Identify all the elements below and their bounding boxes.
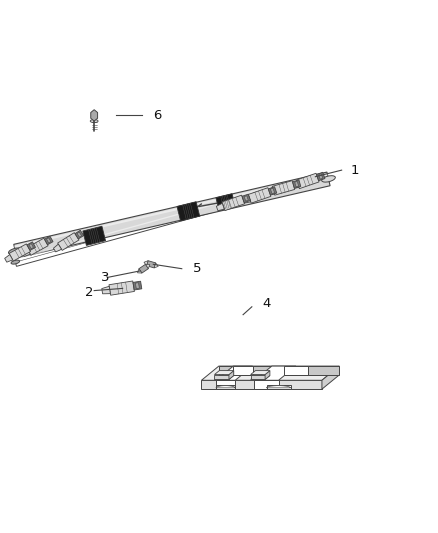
Polygon shape bbox=[215, 370, 234, 375]
Polygon shape bbox=[133, 281, 142, 290]
Polygon shape bbox=[216, 366, 253, 380]
Polygon shape bbox=[14, 193, 254, 260]
Polygon shape bbox=[219, 366, 339, 375]
Polygon shape bbox=[317, 172, 325, 181]
Text: 4: 4 bbox=[263, 297, 271, 310]
Polygon shape bbox=[138, 269, 142, 273]
Polygon shape bbox=[248, 188, 271, 203]
Polygon shape bbox=[319, 174, 323, 179]
Polygon shape bbox=[215, 375, 229, 379]
Polygon shape bbox=[14, 173, 328, 248]
Polygon shape bbox=[91, 110, 98, 121]
Polygon shape bbox=[135, 282, 139, 288]
Polygon shape bbox=[272, 181, 295, 195]
Polygon shape bbox=[75, 230, 84, 239]
Polygon shape bbox=[215, 376, 234, 379]
Polygon shape bbox=[243, 196, 251, 203]
Text: 5: 5 bbox=[193, 262, 201, 275]
Polygon shape bbox=[144, 261, 148, 266]
Polygon shape bbox=[271, 188, 275, 193]
Polygon shape bbox=[201, 380, 322, 389]
Polygon shape bbox=[233, 366, 253, 375]
Polygon shape bbox=[222, 195, 244, 211]
Polygon shape bbox=[77, 232, 81, 237]
Polygon shape bbox=[229, 370, 234, 379]
Polygon shape bbox=[242, 194, 251, 203]
Text: 1: 1 bbox=[350, 164, 359, 176]
Polygon shape bbox=[297, 173, 319, 189]
Polygon shape bbox=[251, 375, 265, 379]
Polygon shape bbox=[266, 386, 291, 388]
Polygon shape bbox=[9, 244, 31, 261]
Polygon shape bbox=[45, 236, 53, 245]
Polygon shape bbox=[139, 264, 148, 273]
Polygon shape bbox=[177, 201, 200, 221]
Polygon shape bbox=[254, 366, 296, 380]
Polygon shape bbox=[293, 180, 301, 188]
Polygon shape bbox=[284, 366, 308, 375]
Polygon shape bbox=[145, 264, 150, 269]
Text: 6: 6 bbox=[153, 109, 162, 122]
Polygon shape bbox=[291, 181, 299, 189]
Polygon shape bbox=[251, 370, 270, 375]
Polygon shape bbox=[251, 376, 270, 379]
Polygon shape bbox=[83, 226, 106, 246]
Polygon shape bbox=[216, 193, 235, 211]
Polygon shape bbox=[102, 286, 110, 294]
Polygon shape bbox=[5, 255, 13, 262]
Polygon shape bbox=[154, 263, 158, 268]
Polygon shape bbox=[22, 249, 30, 256]
Polygon shape bbox=[58, 232, 79, 251]
Text: 3: 3 bbox=[101, 271, 109, 284]
Polygon shape bbox=[266, 188, 274, 195]
Polygon shape bbox=[29, 244, 33, 249]
Polygon shape bbox=[27, 238, 48, 255]
Polygon shape bbox=[268, 187, 277, 195]
Polygon shape bbox=[14, 172, 330, 258]
Polygon shape bbox=[109, 281, 134, 295]
Polygon shape bbox=[46, 238, 51, 243]
Polygon shape bbox=[265, 370, 270, 379]
Ellipse shape bbox=[90, 119, 98, 123]
Polygon shape bbox=[14, 192, 255, 266]
Ellipse shape bbox=[251, 192, 261, 199]
Text: 2: 2 bbox=[85, 286, 94, 300]
Polygon shape bbox=[216, 380, 235, 389]
Polygon shape bbox=[201, 366, 339, 380]
Polygon shape bbox=[216, 385, 235, 389]
Polygon shape bbox=[216, 203, 224, 211]
Ellipse shape bbox=[11, 260, 20, 264]
Polygon shape bbox=[254, 380, 279, 389]
Polygon shape bbox=[244, 196, 248, 201]
Polygon shape bbox=[147, 261, 155, 268]
Polygon shape bbox=[295, 182, 299, 187]
Polygon shape bbox=[322, 366, 339, 389]
Polygon shape bbox=[27, 242, 35, 251]
Ellipse shape bbox=[8, 248, 22, 254]
Ellipse shape bbox=[321, 176, 336, 182]
Polygon shape bbox=[266, 385, 291, 389]
Polygon shape bbox=[53, 244, 62, 252]
Polygon shape bbox=[216, 386, 235, 388]
